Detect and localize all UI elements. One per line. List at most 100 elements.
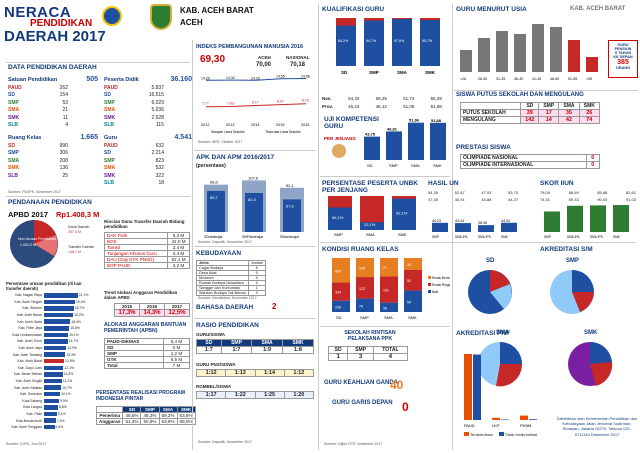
kab-bar-name: Kab. Pidie xyxy=(26,411,42,416)
pensiun-value: 385 xyxy=(617,59,629,66)
hun-nas-value: 52,87 xyxy=(454,190,465,195)
ipm-leg1: Harapan Lama Sekolah xyxy=(211,130,245,134)
hun-bar xyxy=(455,223,471,232)
peserta-value: 6.029 xyxy=(151,99,164,106)
kondisi-baik xyxy=(332,300,350,312)
putus-row: MENGULANG 142 14 42 74 xyxy=(459,116,601,124)
peserta-row: SD 16.515 xyxy=(104,92,164,98)
putus-col: SMA xyxy=(558,102,580,110)
ipm-line-chart: 14,29 7,77 2012 14,32 7,83 2013 14,29 8,17 2014 1… xyxy=(201,75,310,134)
akr-sd-label: SD xyxy=(486,258,495,264)
kondisi-baik xyxy=(404,290,422,312)
kual-cat: SD xyxy=(341,70,348,75)
kondisi-baik-value: 36 xyxy=(383,306,387,310)
kab-bar-row: Kota Sabang 9,5% xyxy=(4,398,96,405)
kondisi-cat: SMA xyxy=(384,315,393,320)
kualifikasi-chart: 84,2% SD 94,7% SMP 97,8% SMA 95,7% SMK xyxy=(336,18,440,75)
kab-bar-value: 12,1% xyxy=(64,365,74,370)
guru-key: SD xyxy=(104,150,111,156)
kab-bar-value: 13,9% xyxy=(67,346,77,351)
kab-bar-row: Kota Langsa 8,8% xyxy=(4,404,96,411)
pnf-tidak-bar xyxy=(501,419,509,420)
regency-name: KAB. ACEH BARAT xyxy=(180,6,254,15)
kebud-row: Sanggar dan Komunitas 1 xyxy=(196,285,267,291)
kondisi-ringan xyxy=(332,282,350,301)
peserta-row: PAUD 5.837 xyxy=(104,85,164,91)
guru-key: SMK xyxy=(104,172,116,179)
rasio-source: Sumber: Dapodik, November 2017 xyxy=(198,440,252,444)
kondisi-berat xyxy=(332,258,350,283)
rasio-col: SMA xyxy=(251,339,284,347)
guru-block: Guru 4.541 PAUD 632 SD 2.214 SMP 823 SMA 532 SMK 3… xyxy=(104,134,192,186)
usia-bar xyxy=(532,24,544,72)
kab-bar-name: Kota Langsa xyxy=(22,405,42,410)
ipm-aceh: 70,00 xyxy=(256,62,272,68)
ruang-key: SLB xyxy=(8,172,18,179)
guru-usia-chart: <26 26-30 31-35 36-40 41-45 46-50 51-55 >55 xyxy=(460,24,598,81)
usia-cat: >55 xyxy=(586,77,592,81)
hun-bar-value: 43,44 xyxy=(455,219,464,223)
hun-bar xyxy=(478,225,494,232)
kab-bar-row: Kota Lhokseumawe 15,1% xyxy=(4,332,96,339)
kab-bar-value: 11,2% xyxy=(62,379,73,384)
un-prov-value: 51,88 xyxy=(430,104,442,109)
un-cat: SMP xyxy=(389,163,398,168)
hun-prov-value: 46,91 xyxy=(454,197,465,202)
kondisi-ringan xyxy=(356,277,374,299)
un-nas-label: Nas. xyxy=(322,96,332,101)
kondisi-berat-value: 71 xyxy=(383,266,387,270)
unbk-bar xyxy=(360,222,384,230)
kondisi-ringan xyxy=(404,269,422,291)
un-bar xyxy=(386,131,402,160)
kemdikbud-logo-icon xyxy=(102,6,122,26)
un-bar xyxy=(364,136,380,160)
satuan-row: SD 154 xyxy=(8,92,68,98)
pnf-tidak-bar xyxy=(529,419,537,420)
kab-bar xyxy=(44,378,62,384)
un-prov-value: 46,12 xyxy=(375,104,387,109)
rincian-row: Tunjangan Khusus Guru 0,4 M xyxy=(103,250,190,257)
ruang-value: 136 xyxy=(59,165,68,171)
rasio-rombel-value: 1:22 xyxy=(225,391,256,399)
rasio-col: SD xyxy=(196,339,222,347)
ipm-harapan-label: 14,29 xyxy=(201,76,210,80)
region-name: ACEH xyxy=(180,18,203,27)
guru-row: SMA 532 xyxy=(104,165,164,171)
kual-bar-s1 xyxy=(364,20,384,66)
peserta-label: Peserta Didik xyxy=(104,76,139,83)
apk-group: SM/sederajat xyxy=(280,235,299,239)
garis-depan-title: GURU GARIS DEPAN xyxy=(332,400,393,406)
unbk-chart: 66,1% SMP 23,1% SMA 92,1% SMK xyxy=(328,196,416,237)
iiun-prov-value: 89,33 xyxy=(568,197,579,202)
ipm-rata-label: 7,77 xyxy=(202,102,209,106)
ipm-aceh-label: ACEH xyxy=(258,55,271,60)
kab-bar-row: Kab. Aceh Jaya 13,9% xyxy=(4,345,96,352)
prestasi-value: 0 xyxy=(585,161,601,169)
apk-title: APK DAN APM 2016/2017 xyxy=(196,154,275,161)
kondisi-chart: 450 334 206 SD 108 122 76 SMP 71 101 36 SMA 30 52 54 SM… xyxy=(332,258,450,320)
pip-value: 63,9% xyxy=(158,418,178,425)
kab-bar-row: Kab. Aceh Selatan 10,7% xyxy=(4,384,96,391)
kab-bar xyxy=(44,352,66,357)
pip-row: Anggaran 51,4% 50,9% 63,9% 68,0% xyxy=(95,418,196,425)
kual-bar-s1 xyxy=(336,25,356,66)
ipm-harapan-label: 14,55 xyxy=(276,75,285,79)
usia-cat: 36-40 xyxy=(514,77,523,81)
kab-bar-value: 18,2% xyxy=(74,313,84,318)
un-prov-value: 51,05 xyxy=(403,104,415,109)
kual-cat: SMA xyxy=(397,70,408,75)
apm-bar xyxy=(207,190,225,232)
un-nas-value: 54,33 xyxy=(348,96,360,101)
iiun-prov-row: 74,31 89,33 90,00 91,03 xyxy=(540,197,636,202)
alokasi-key: Total xyxy=(104,362,164,369)
rasio-table: SD SMP SMA SMK 1:7 1:7 1:9 1:8 xyxy=(196,339,314,354)
kondisi-berat xyxy=(404,258,422,270)
usia-cat: 46-50 xyxy=(550,77,559,81)
kab-bar-name: Kab. Aceh Utara xyxy=(17,319,42,324)
kondisi-cat: SMK xyxy=(408,315,417,320)
putus-value: 14 xyxy=(538,116,560,124)
putus-value: 26 xyxy=(578,109,601,117)
pnf-leg2: Tidak terakreditasi xyxy=(504,432,538,437)
kualifikasi-title: KUALIFIKASI GURU xyxy=(322,6,385,13)
ipm-rata-label: 7,83 xyxy=(227,102,234,106)
